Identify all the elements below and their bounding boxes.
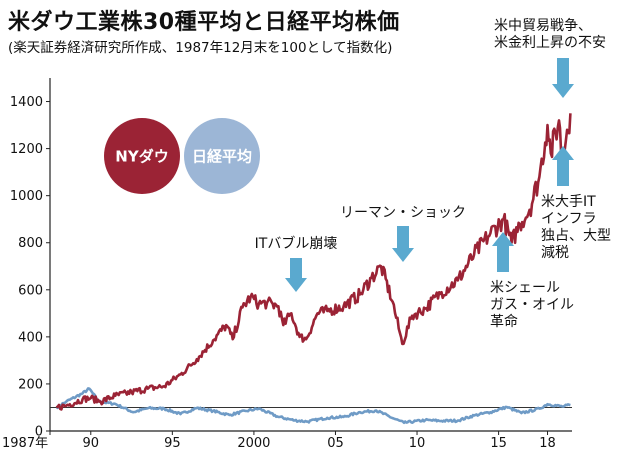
y-tick-label: 1400 [10, 95, 43, 110]
x-tick-label: 10 [409, 436, 426, 451]
annotation-text: 米シェール [490, 280, 560, 296]
annotation-arrow [492, 232, 514, 272]
legend-label: 日経平均 [192, 148, 252, 166]
chart-title: 米ダウ工業株30種平均と日経平均株価 [8, 10, 400, 35]
x-tick-label: 15 [490, 436, 507, 451]
series-line-nydow [55, 113, 572, 411]
annotation-arrow [552, 146, 574, 186]
x-tick-label: 90 [83, 436, 100, 451]
annotation-text: 減税 [541, 244, 569, 261]
y-tick-label: 800 [18, 236, 43, 251]
x-tick-label: 1987年 [2, 436, 48, 451]
x-tick-label: 95 [164, 436, 181, 451]
y-tick-label: 1200 [10, 142, 43, 157]
y-tick-label: 400 [18, 330, 43, 345]
legend-label: NYダウ [115, 148, 168, 166]
annotation-text: ガス・オイル [490, 297, 574, 313]
y-tick-label: 1000 [10, 189, 43, 204]
annotation-arrow [392, 226, 414, 262]
annotation-arrow [552, 58, 574, 98]
legend-circle [104, 118, 180, 194]
annotation-text: 独占、大型 [541, 228, 611, 244]
series-line-nikkei [56, 387, 571, 425]
annotation-text: ITバブル崩壊 [255, 235, 338, 252]
y-tick-label: 0 [35, 425, 43, 440]
annotation-text: 米中貿易戦争、 [494, 18, 592, 34]
chart-subtitle: (楽天証券経済研究所作成、1987年12月末を100として指数化) [8, 40, 393, 56]
annotation-text: インフラ [541, 211, 597, 227]
x-tick-label: 18 [539, 436, 556, 451]
annotation-text: 米金利上昇の不安 [494, 35, 606, 51]
annotation-text: 革命 [490, 313, 518, 330]
annotation-text: リーマン・ショック [340, 205, 466, 221]
y-tick-label: 200 [18, 377, 43, 392]
annotation-arrow [285, 258, 307, 292]
annotation-text: 米大手IT [541, 194, 596, 210]
x-tick-label: 2000 [237, 436, 270, 451]
legend-circle [184, 118, 260, 194]
y-tick-label: 600 [18, 283, 43, 298]
x-tick-label: 05 [327, 436, 344, 451]
